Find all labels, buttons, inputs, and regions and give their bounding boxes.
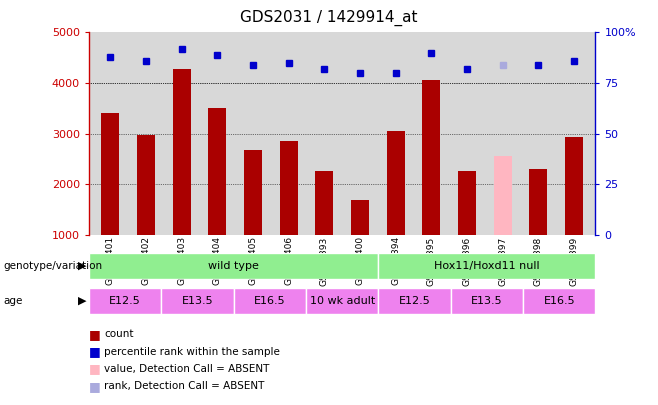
Bar: [451, 288, 523, 314]
Text: E13.5: E13.5: [182, 296, 213, 306]
Text: count: count: [104, 329, 134, 339]
Bar: [89, 253, 378, 279]
Text: Hox11/Hoxd11 null: Hox11/Hoxd11 null: [434, 261, 540, 271]
Text: E12.5: E12.5: [109, 296, 141, 306]
Bar: [494, 156, 512, 235]
Bar: [458, 171, 476, 235]
Bar: [161, 288, 234, 314]
Bar: [280, 141, 297, 235]
Bar: [209, 109, 226, 235]
Text: ■: ■: [89, 380, 101, 393]
Text: age: age: [3, 296, 22, 305]
Bar: [101, 113, 119, 235]
Text: E13.5: E13.5: [471, 296, 503, 306]
Bar: [234, 288, 306, 314]
Text: ■: ■: [89, 345, 101, 358]
Bar: [378, 253, 595, 279]
Text: ■: ■: [89, 362, 101, 375]
Bar: [315, 171, 333, 235]
Text: ▶: ▶: [78, 296, 86, 305]
Text: E12.5: E12.5: [399, 296, 430, 306]
Text: E16.5: E16.5: [544, 296, 575, 306]
Bar: [422, 80, 440, 235]
Text: GDS2031 / 1429914_at: GDS2031 / 1429914_at: [240, 10, 418, 26]
Bar: [387, 131, 405, 235]
Bar: [137, 134, 155, 235]
Text: 10 wk adult: 10 wk adult: [309, 296, 375, 306]
Text: wild type: wild type: [208, 261, 259, 271]
Text: E16.5: E16.5: [254, 296, 286, 306]
Bar: [89, 288, 161, 314]
Text: value, Detection Call = ABSENT: value, Detection Call = ABSENT: [104, 364, 269, 374]
Bar: [565, 137, 583, 235]
Text: ■: ■: [89, 328, 101, 341]
Text: genotype/variation: genotype/variation: [3, 261, 103, 271]
Bar: [172, 69, 191, 235]
Text: ▶: ▶: [78, 261, 86, 271]
Text: percentile rank within the sample: percentile rank within the sample: [104, 347, 280, 356]
Bar: [306, 288, 378, 314]
Bar: [351, 200, 369, 235]
Bar: [523, 288, 595, 314]
Bar: [530, 169, 547, 235]
Bar: [378, 288, 451, 314]
Bar: [244, 150, 262, 235]
Text: rank, Detection Call = ABSENT: rank, Detection Call = ABSENT: [104, 382, 265, 391]
